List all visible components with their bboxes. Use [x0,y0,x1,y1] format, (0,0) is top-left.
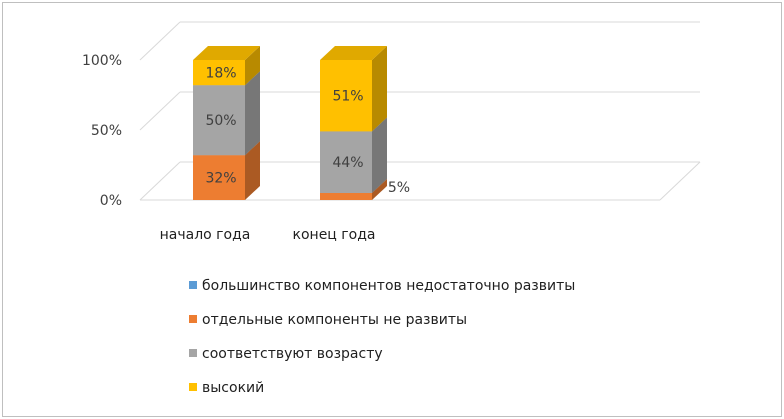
y-tick-label: 0% [100,193,122,209]
legend-label: отдельные компоненты не развиты [202,312,468,328]
bar-segment-top [193,46,260,60]
bar-segment [320,60,372,132]
legend-item: высокий [189,380,264,396]
bar-segment [193,155,245,200]
legend-label: высокий [202,380,265,396]
bar-segment-side [245,71,260,156]
bar-segment-top [320,46,387,60]
legend-swatch [189,281,197,289]
bar-segment [193,60,245,86]
data-label: 44% [332,155,363,171]
category-label: конец года [293,227,376,243]
data-label: 18% [205,66,236,82]
legend-swatch [189,349,197,357]
y-tick-label: 50% [91,123,122,139]
bar-segment-side [372,46,387,132]
gridline-side [139,21,181,61]
bar-segment-side [372,179,387,200]
legend-swatch [189,315,197,323]
y-tick-label: 100% [82,53,122,69]
data-label: 32% [205,171,236,187]
legend-item: отдельные компоненты не развиты [189,312,467,328]
data-label: 51% [332,89,363,105]
bar-segment [193,85,245,156]
gridline-side [139,161,181,201]
bar-segment-side [245,141,260,200]
bar-segment-side [372,117,387,193]
legend-item: большинство компонентов недостаточно раз… [189,278,575,294]
legend-label: соответствуют возрасту [202,346,383,362]
bar-segment [320,193,372,200]
bar-segment [320,131,372,193]
gridline-side [139,91,181,131]
category-label: начало года [160,227,251,243]
floor-edge-right [659,161,701,201]
bar-segment-side [245,46,260,86]
legend-swatch [189,383,197,391]
legend-item: соответствуют возрасту [189,346,383,362]
data-label: 50% [205,113,236,129]
legend-label: большинство компонентов недостаточно раз… [202,278,576,294]
data-label: 5% [388,180,410,196]
